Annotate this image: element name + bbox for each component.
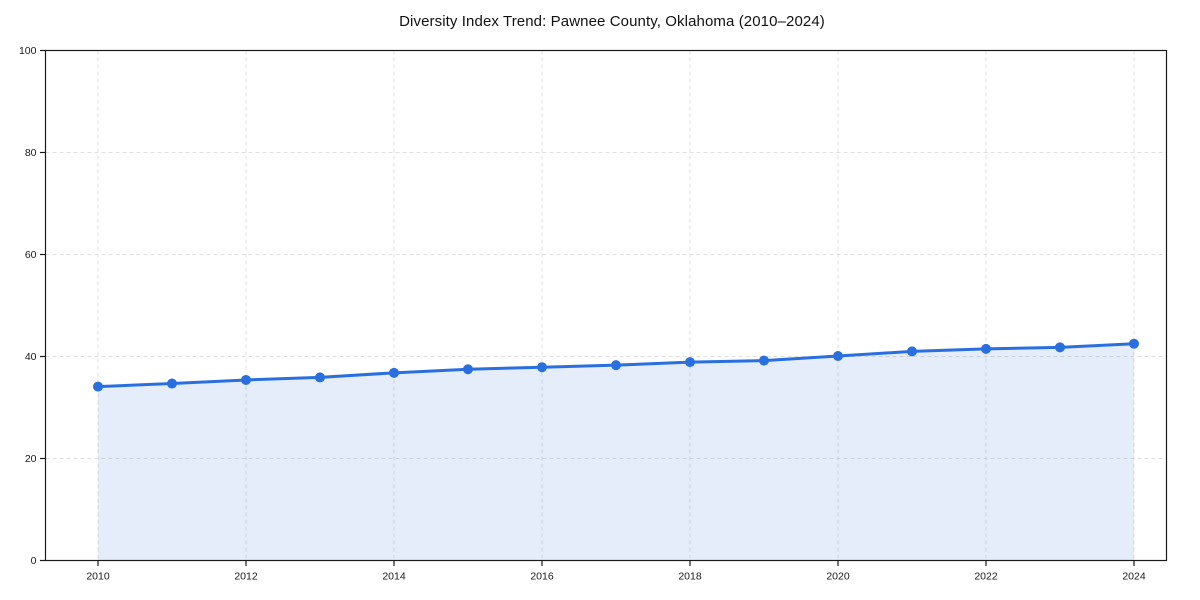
data-point-marker	[833, 350, 843, 361]
x-axis-tick-label: 2010	[86, 571, 110, 583]
data-point-marker	[315, 372, 325, 383]
data-point-marker	[389, 367, 399, 378]
data-point-marker	[463, 364, 473, 375]
y-axis-tick-label: 0	[31, 555, 37, 567]
x-axis-tick-label: 2022	[974, 571, 998, 583]
chart-title: Diversity Index Trend: Pawnee County, Ok…	[399, 13, 825, 30]
data-point-marker	[1129, 338, 1139, 349]
x-axis-tick-label: 2024	[1122, 571, 1146, 583]
series-area-fill	[98, 343, 1134, 560]
y-axis-tick-label: 60	[25, 249, 37, 261]
y-axis-tick-label: 80	[25, 147, 37, 159]
x-axis-tick-label: 2018	[678, 571, 702, 583]
data-point-marker	[241, 374, 251, 385]
y-axis-tick-label: 40	[25, 351, 37, 363]
y-axis-tick-label: 20	[25, 453, 37, 465]
x-axis-tick-label: 2012	[234, 571, 258, 583]
x-axis-tick-label: 2014	[382, 571, 406, 583]
data-point-marker	[537, 362, 547, 373]
x-axis-tick-label: 2020	[826, 571, 850, 583]
data-point-marker	[167, 378, 177, 389]
data-point-marker	[759, 355, 769, 366]
data-point-marker	[907, 346, 917, 357]
y-axis-tick-label: 100	[19, 45, 37, 57]
data-point-marker	[93, 381, 103, 392]
plot-box-spines	[44, 49, 1168, 562]
data-point-marker	[981, 343, 991, 354]
data-point-marker	[1055, 342, 1065, 353]
x-axis-tick-label: 2016	[530, 571, 554, 583]
data-point-marker	[685, 357, 695, 368]
data-point-marker	[611, 360, 621, 371]
